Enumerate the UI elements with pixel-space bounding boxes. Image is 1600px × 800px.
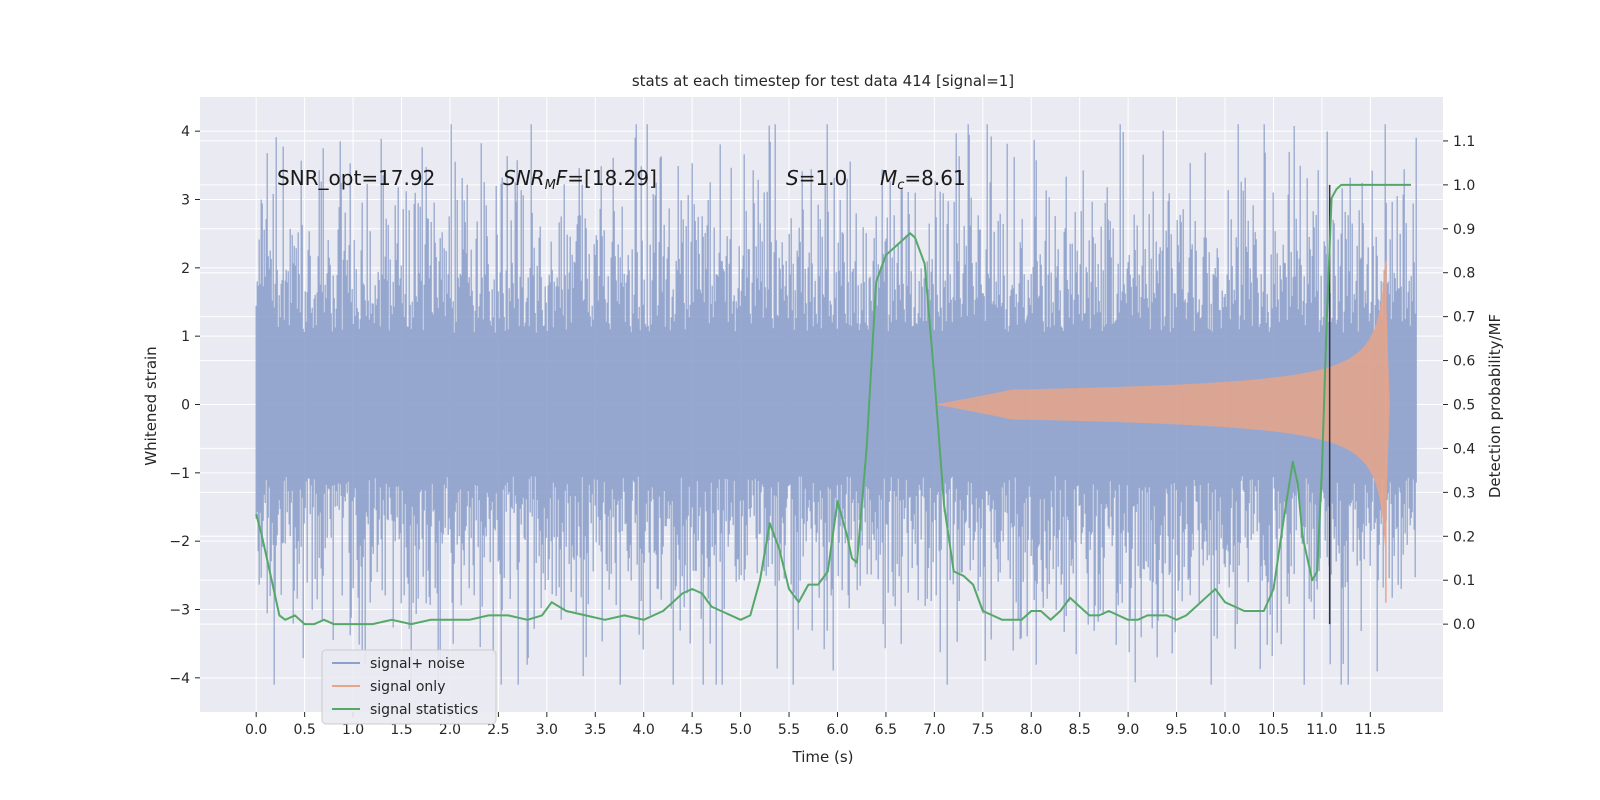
legend-box (321, 649, 497, 725)
y2-tick-label: 0.1 (1453, 573, 1475, 589)
x-axis-ticks: 0.0 0.5 1.0 1.5 2.0 2.5 3.0 3.5 4.0 4.5 5.0 5.5 6.0 6… (245, 712, 1386, 738)
signal-statistics-trace (255, 183, 1411, 626)
x-tick-label: 6.5 (875, 722, 897, 738)
x-tick-label: 3.5 (584, 722, 606, 738)
y2-axis-label: Detection probability/MF (1486, 314, 1504, 498)
y2-tick-label: 1.0 (1453, 178, 1475, 194)
x-tick-label: 7.5 (972, 722, 994, 738)
x-tick-label: 1.0 (342, 722, 364, 738)
signal-only-series (934, 261, 1390, 603)
x-tick-label: 10.0 (1209, 722, 1240, 738)
annotation-snr-mf-symbol-f: F (556, 166, 568, 190)
x-tick-label: 8.5 (1069, 722, 1091, 738)
y2-tick-label: 0.2 (1453, 529, 1475, 545)
y2-axis-ticks: 0.0 0.1 0.2 0.3 0.4 0.5 0.6 0.7 0.8 0.9 1.0 1.1 (1443, 134, 1475, 633)
y-axis-ticks: −4 −3 −2 −1 0 1 2 3 4 (169, 124, 200, 687)
y-tick-label: −1 (169, 466, 190, 482)
legend-label-signal-only: signal only (370, 679, 445, 695)
y2-tick-label: 0.8 (1453, 266, 1475, 282)
y2-tick-label: 0.6 (1453, 354, 1475, 370)
x-tick-label: 3.0 (536, 722, 558, 738)
annotation-mc-value: =8.61 (904, 166, 965, 190)
y2-tick-label: 0.9 (1453, 222, 1475, 238)
y-tick-label: 3 (181, 193, 190, 209)
x-tick-label: 6.0 (826, 722, 848, 738)
y2-tick-label: 0.3 (1453, 485, 1475, 501)
x-tick-label: 11.0 (1306, 722, 1337, 738)
x-tick-label: 7.0 (923, 722, 945, 738)
y2-tick-label: 0.7 (1453, 310, 1475, 326)
y-tick-label: −4 (169, 671, 190, 687)
signal-statistics-series (255, 183, 1411, 626)
y2-tick-label: 1.1 (1453, 134, 1475, 150)
legend-label-signal-noise: signal+ noise (370, 656, 465, 672)
annotation-s-symbol: S (786, 166, 799, 190)
x-tick-label: 4.0 (633, 722, 655, 738)
y-tick-label: 4 (181, 124, 190, 140)
x-tick-label: 9.5 (1165, 722, 1187, 738)
annotation-snr-mf-value: =[18.29] (567, 166, 657, 190)
signal-only-trace (934, 261, 1390, 548)
legend-label-signal-statistics: signal statistics (370, 702, 478, 718)
x-tick-label: 10.5 (1258, 722, 1289, 738)
legend: signal+ noise signal only signal statist… (321, 649, 497, 725)
y-tick-label: 0 (181, 398, 190, 414)
chart-title: stats at each timestep for test data 414… (632, 72, 1014, 90)
y2-tick-label: 0.0 (1453, 617, 1475, 633)
x-axis-label: Time (s) (792, 748, 854, 766)
y-tick-label: 2 (181, 261, 190, 277)
x-tick-label: 5.0 (729, 722, 751, 738)
x-tick-label: 11.5 (1355, 722, 1386, 738)
y2-tick-label: 0.5 (1453, 398, 1475, 414)
y-axis-label: Whitened strain (142, 346, 160, 465)
x-tick-label: 2.5 (487, 722, 509, 738)
x-tick-label: 0.0 (245, 722, 267, 738)
x-tick-label: 0.5 (294, 722, 316, 738)
annotation-mc-symbol: M (880, 166, 897, 190)
y-tick-label: −3 (169, 603, 190, 619)
annotation-snr-mf-subscript: M (545, 178, 556, 193)
annotation-snr-opt: SNR_opt=17.92 (277, 166, 435, 190)
annotation-mc-subscript: c (897, 178, 904, 193)
x-tick-label: 2.0 (439, 722, 461, 738)
x-tick-label: 8.0 (1020, 722, 1042, 738)
x-tick-label: 5.5 (778, 722, 800, 738)
x-tick-label: 9.0 (1117, 722, 1139, 738)
annotation-mc: Mc=8.61 (880, 166, 966, 193)
annotation-s-value: =1.0 (799, 166, 848, 190)
y-tick-label: 1 (181, 329, 190, 345)
annotation-s: S=1.0 (786, 166, 847, 190)
x-tick-label: 1.5 (390, 722, 412, 738)
annotation-snr-mf-symbol: SNR (503, 166, 545, 190)
x-tick-label: 4.5 (681, 722, 703, 738)
annotation-snr-mf: SNRMF=[18.29] (503, 166, 657, 193)
y2-tick-label: 0.4 (1453, 441, 1475, 457)
y-tick-label: −2 (169, 534, 190, 550)
